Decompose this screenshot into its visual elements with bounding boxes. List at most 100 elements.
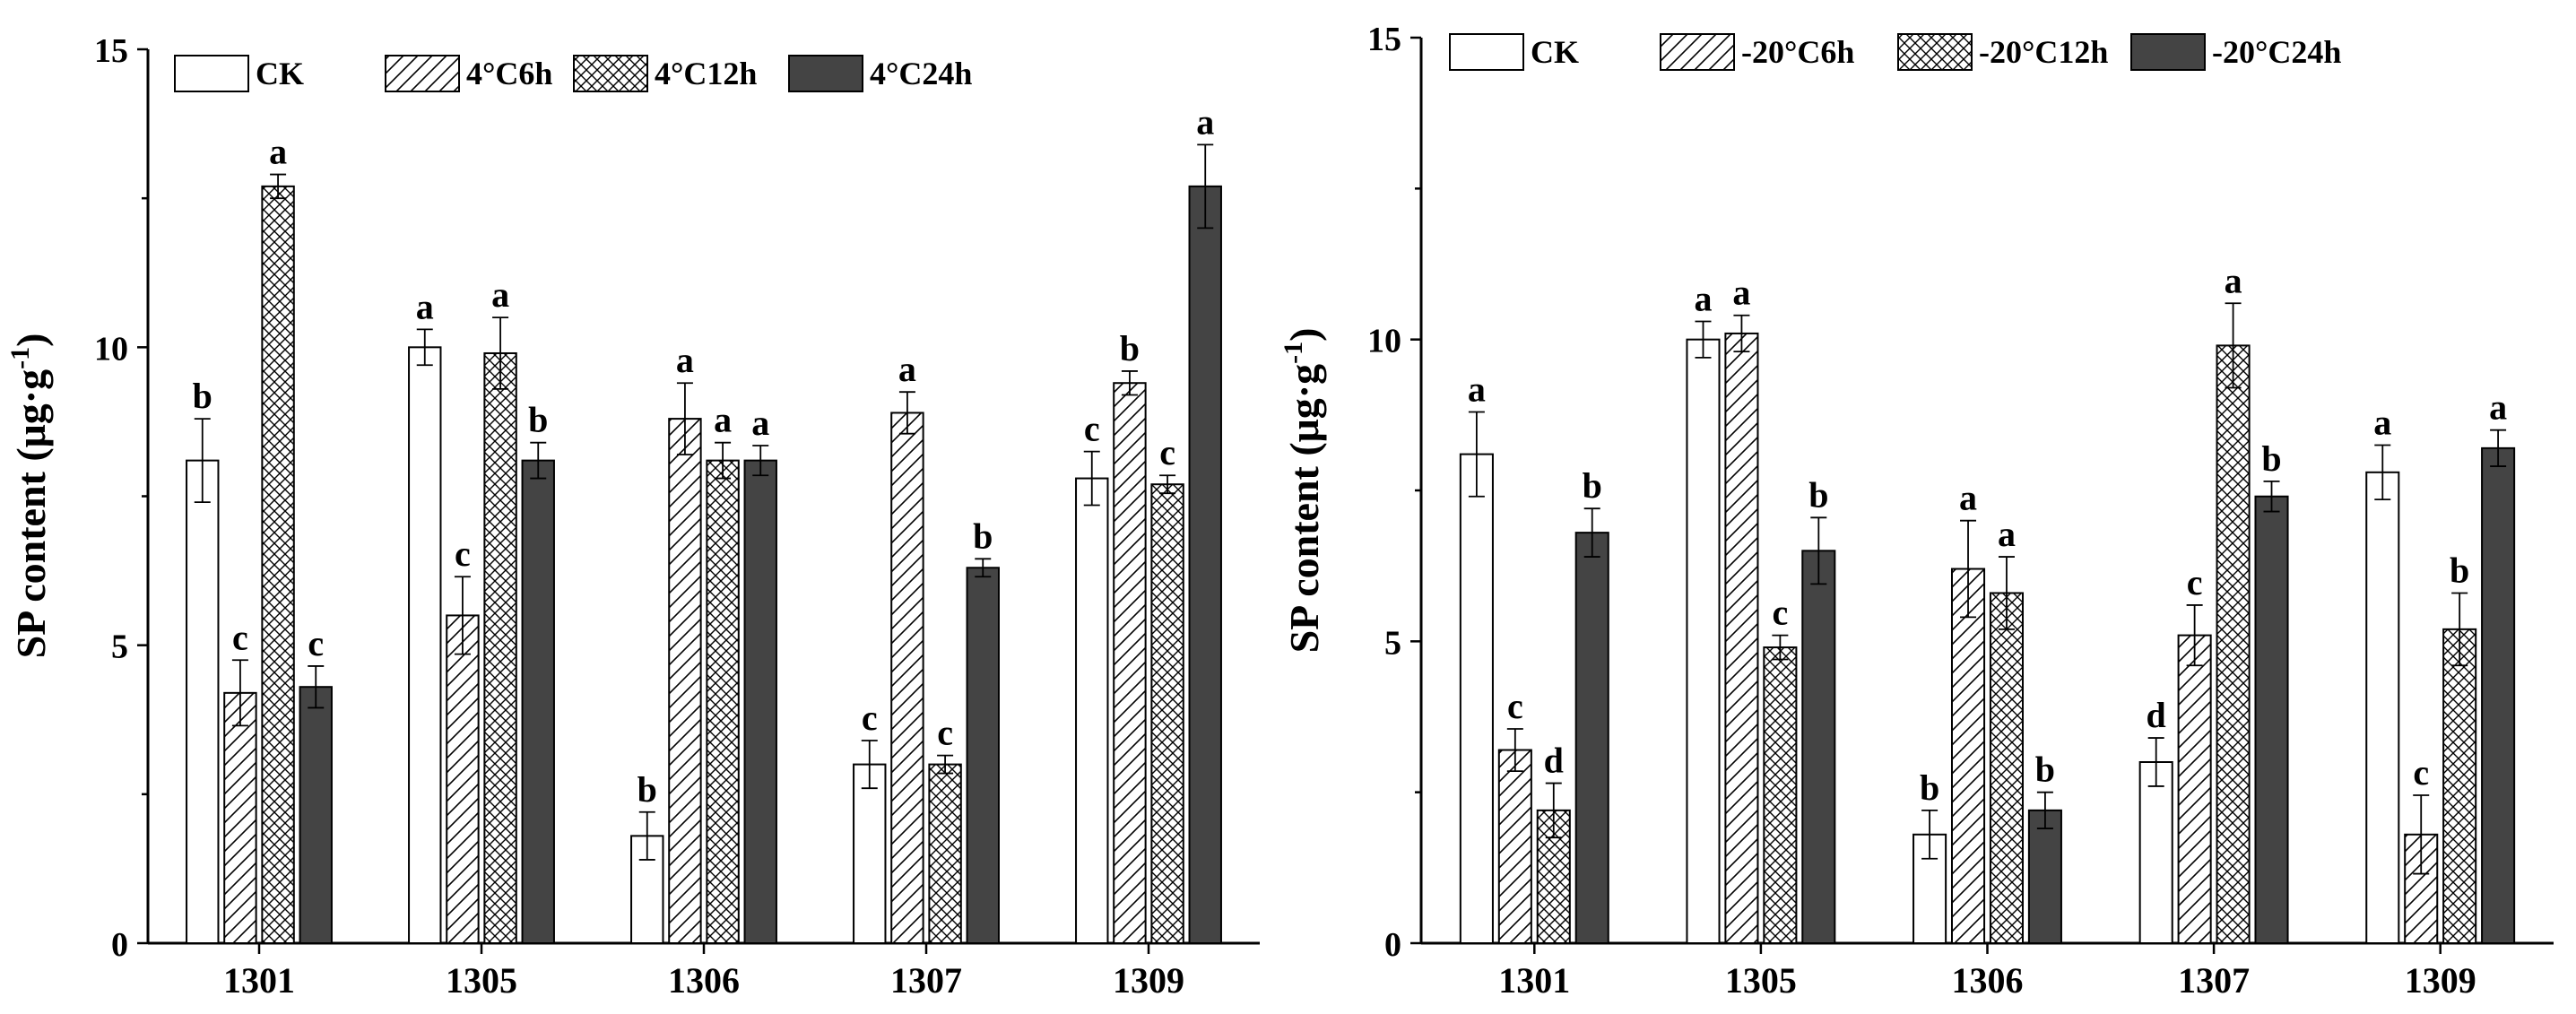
left-legend-swatch-4 [788, 55, 863, 92]
left-bar-1309-3 [1150, 483, 1184, 944]
left-bar-1306-2 [668, 418, 702, 944]
left-significance-letter: b [528, 400, 548, 440]
right-x-tick-label: 1301 [1498, 960, 1570, 1001]
left-legend-label-4: 4°C24h [870, 56, 972, 91]
left-y-tick-label: 10 [94, 330, 128, 368]
left-significance-letter: a [714, 400, 732, 440]
right-legend-swatch-1 [1449, 33, 1524, 71]
left-x-tick-label: 1309 [1113, 960, 1184, 1001]
left-bar-1301-2 [223, 691, 257, 945]
right-significance-letter: b [1808, 474, 1828, 515]
right-legend-swatch-3 [1897, 33, 1973, 71]
right-significance-letter: d [2147, 695, 2166, 735]
left-legend-swatch-2 [385, 55, 460, 92]
right-y-label-close: ) [1281, 328, 1327, 342]
left-bar-1307-3 [928, 763, 962, 944]
left-significance-letter: a [269, 132, 287, 172]
right-bar-1301-1 [1459, 453, 1494, 945]
left-significance-letter: b [637, 769, 657, 810]
right-significance-letter: b [2450, 550, 2469, 590]
right-legend-swatch-4 [2130, 33, 2206, 71]
left-significance-letter: c [455, 533, 471, 574]
left-bar-1301-4 [299, 686, 333, 945]
left-significance-letter: a [751, 403, 769, 443]
left-legend-label-3: 4°C12h [655, 56, 757, 91]
right-significance-letter: a [1998, 514, 2016, 554]
left-y-tick-label: 15 [94, 32, 128, 70]
right-y-tick-label: 0 [1384, 926, 1401, 964]
right-bar-1305-4 [1801, 550, 1836, 944]
right-bar-1305-2 [1724, 332, 1759, 944]
left-significance-letter: c [1159, 432, 1175, 472]
left-significance-letter: c [937, 713, 953, 753]
left-bar-1309-2 [1113, 382, 1147, 945]
right-significance-letter: b [2035, 750, 2055, 790]
right-significance-letter: d [1544, 741, 1564, 781]
right-significance-letter: b [1583, 465, 1602, 506]
left-y-tick-label: 5 [111, 628, 128, 666]
left-significance-letter: a [416, 286, 434, 326]
right-y-tick-label: 5 [1384, 624, 1401, 662]
right-legend-label-2: -20°C6h [1741, 34, 1854, 70]
right-y-axis-label: SP content (μg·g-1) [1279, 328, 1327, 654]
right-significance-letter: c [1772, 593, 1788, 633]
right-bar-1307-2 [2177, 634, 2212, 944]
right-significance-letter: c [1507, 686, 1523, 726]
right-x-tick-label: 1307 [2178, 960, 2250, 1001]
left-legend-label-2: 4°C6h [466, 56, 552, 91]
left-legend-swatch-3 [573, 55, 648, 92]
right-legend-label-4: -20°C24h [2212, 34, 2341, 70]
right-significance-letter: a [2489, 387, 2507, 428]
left-bar-1307-1 [853, 763, 887, 944]
right-x-tick-label: 1305 [1725, 960, 1797, 1001]
left-bar-1301-1 [186, 459, 220, 944]
right-bar-1305-3 [1763, 646, 1798, 944]
left-y-label-sup: -1 [5, 347, 35, 369]
left-significance-letter: c [232, 617, 248, 657]
right-significance-letter: a [1468, 368, 1486, 409]
right-legend-label-3: -20°C12h [1979, 34, 2108, 70]
right-y-tick-label: 10 [1367, 323, 1401, 360]
right-significance-letter: a [1694, 278, 1712, 318]
left-x-tick-label: 1307 [890, 960, 962, 1001]
left-bar-1305-3 [483, 351, 517, 945]
left-x-tick-label: 1305 [446, 960, 517, 1001]
left-significance-letter: c [308, 623, 324, 663]
right-significance-letter: b [1920, 767, 1939, 808]
left-bar-1305-4 [521, 459, 555, 944]
right-bar-1309-1 [2365, 471, 2400, 944]
right-significance-letter: b [2261, 438, 2281, 479]
left-x-tick-label: 1306 [668, 960, 740, 1001]
left-significance-letter: c [862, 698, 878, 738]
left-bar-1301-3 [261, 185, 295, 944]
right-bar-1301-2 [1497, 749, 1532, 944]
left-significance-letter: b [193, 376, 212, 416]
left-bar-1305-2 [446, 614, 480, 945]
left-significance-letter: a [491, 274, 509, 315]
left-y-axis-label: SP content (μg·g-1) [5, 334, 54, 659]
right-bar-1306-4 [2027, 809, 2062, 944]
left-x-tick-label: 1301 [223, 960, 295, 1001]
left-bar-1305-1 [408, 346, 442, 945]
right-y-label-sup: -1 [1279, 342, 1308, 364]
left-bar-1306-3 [706, 459, 740, 944]
left-bar-1307-4 [966, 567, 1000, 944]
right-significance-letter: a [2225, 260, 2242, 300]
left-legend-swatch-1 [174, 55, 249, 92]
left-chart-panel: 0 5 10 15 SP content (μg·g-1) 1301 b c a c 1305 a c a… [5, 32, 1260, 1001]
right-y-label-main: SP content (μg·g [1281, 364, 1327, 654]
right-bar-1306-2 [1950, 568, 1986, 944]
left-bar-1309-4 [1188, 185, 1222, 944]
right-bar-1307-1 [2138, 761, 2173, 944]
left-legend-label-1: CK [256, 56, 304, 91]
right-legend-label-1: CK [1531, 34, 1579, 70]
right-significance-letter: c [2187, 562, 2203, 602]
right-legend-swatch-2 [1660, 33, 1735, 71]
left-y-label-main: SP content (μg·g [8, 369, 54, 659]
left-bar-1309-1 [1075, 477, 1109, 944]
left-significance-letter: b [973, 516, 993, 556]
right-bar-1307-4 [2254, 495, 2289, 944]
left-y-label-close: ) [8, 334, 54, 347]
